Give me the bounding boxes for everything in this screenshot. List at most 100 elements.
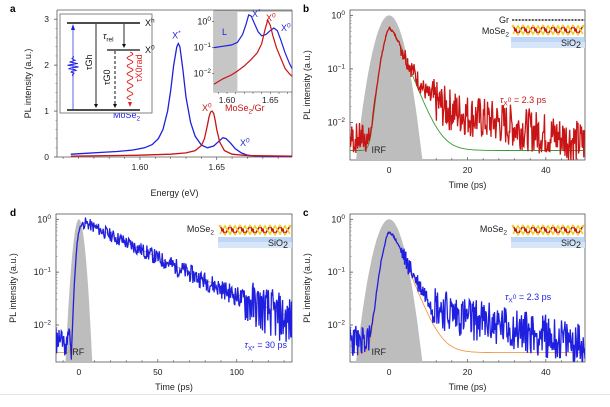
mo-atom	[514, 28, 517, 32]
inset-x-tick-label: 1.60	[219, 95, 236, 105]
mo-atom	[524, 28, 527, 32]
inset-label-x0-blue: X0	[281, 23, 291, 34]
se-atom	[263, 232, 267, 236]
data-trace	[350, 231, 585, 362]
irf-label: IRF	[372, 347, 387, 357]
panel-d: 100 10−1 10−2 0 50 100 Time (ps) PL intensity (…	[8, 213, 293, 392]
se-atom	[546, 32, 550, 36]
label-tau-rel: τrel	[103, 31, 114, 44]
se-atom	[516, 232, 520, 236]
se-atom	[566, 232, 570, 236]
radiative-arrowhead	[128, 102, 132, 107]
se-atom	[268, 224, 272, 228]
data-trace	[350, 26, 585, 160]
sio2-subscript: 2	[576, 240, 581, 250]
mo-atom	[221, 228, 224, 232]
se-atom	[521, 224, 525, 228]
se-atom	[253, 232, 257, 236]
excitation-wave	[67, 55, 79, 77]
irf-area	[64, 219, 94, 362]
plot-area	[56, 217, 292, 362]
laser-shaded-region	[214, 11, 238, 92]
se-atom	[223, 232, 227, 236]
sio2-subscript: 2	[576, 40, 581, 50]
label-tau-rad: τX0rad	[134, 54, 144, 82]
mo-atom	[281, 228, 284, 232]
x-tick-label: 40	[541, 165, 551, 175]
se-atom	[273, 232, 277, 236]
panel-letter-a: a	[10, 4, 16, 15]
x-tick-label: 100	[230, 367, 244, 377]
y-axis-title: PL intensity (a.u.)	[302, 253, 312, 323]
mo-atom	[554, 228, 557, 232]
x-tick-label: 40	[541, 367, 551, 377]
y-tick-label: 0	[44, 152, 49, 162]
x-tick-label: 20	[463, 165, 473, 175]
x-axis-title: Energy (eV)	[150, 188, 198, 198]
y-axis-title: PL intensity (a.u.)	[302, 50, 312, 120]
mo-atom	[564, 228, 567, 232]
y-tick-label: 1	[44, 106, 49, 116]
y-tick-label: 10−1	[328, 63, 346, 74]
mose2-label: MoSe2	[187, 224, 215, 237]
series-mose2-gr	[70, 110, 293, 157]
se-atom	[546, 232, 550, 236]
mose2-label: MoSe2	[482, 26, 510, 39]
se-atom	[516, 32, 520, 36]
x-tick-label: 0	[387, 367, 392, 377]
mo-atom	[544, 28, 547, 32]
mose2-lattice-se	[512, 224, 584, 236]
sio2-substrate-fade	[511, 42, 585, 48]
bottom-separator	[0, 394, 610, 395]
label-x0: X0	[145, 45, 155, 56]
se-atom	[243, 232, 247, 236]
panel-c: 100 10−1 10−2 0 20 40 Time (ps) PL intensity (a…	[302, 213, 586, 392]
se-atom	[531, 224, 535, 228]
sample-structure-inset: SiO 2 MoSe2	[480, 224, 585, 250]
mo-atom	[564, 28, 567, 32]
se-atom	[521, 24, 525, 28]
irf-label: IRF	[70, 347, 85, 357]
se-atom	[233, 232, 237, 236]
plot-area	[350, 15, 585, 160]
label-tau-g-0: τG0	[102, 69, 112, 85]
se-atom	[556, 32, 560, 36]
se-atom	[238, 224, 242, 228]
sio2-substrate-fade	[218, 242, 292, 248]
radiative-wave	[126, 51, 134, 101]
lifetime-annotation: τX0 = 2.3 ps	[500, 95, 547, 108]
sio2-label: SiO	[561, 238, 576, 248]
x-axis-title: Time (ps)	[449, 382, 487, 392]
se-atom	[581, 24, 585, 28]
se-atom	[541, 24, 545, 28]
se-atom	[228, 224, 232, 228]
label-tau-g-h: τGh	[84, 54, 94, 70]
mo-atom	[574, 228, 577, 232]
se-atom	[531, 24, 535, 28]
y-tick-label: 10−1	[34, 267, 52, 278]
se-atom	[561, 224, 565, 228]
label-x0-red: X0	[202, 103, 212, 114]
label-x-star: X*	[172, 30, 181, 41]
label-mose2-gr: MoSe2/Gr	[225, 103, 265, 116]
se-atom	[248, 224, 252, 228]
tau-rel-arrowhead	[122, 44, 126, 48]
se-atom	[556, 232, 560, 236]
mo-atom	[534, 228, 537, 232]
series-mose2	[70, 41, 292, 158]
se-atom	[278, 224, 282, 228]
se-atom	[536, 32, 540, 36]
se-atom	[571, 224, 575, 228]
panel-letter-b: b	[303, 4, 309, 15]
sio2-substrate-fade	[511, 242, 585, 248]
y-tick-label: 3	[44, 14, 49, 24]
x-axis-title: Time (ps)	[449, 180, 487, 190]
se-atom	[258, 224, 262, 228]
se-atom	[511, 24, 515, 28]
mo-atom	[514, 228, 517, 232]
x-tick-label: 1.60	[132, 162, 149, 172]
mo-atom	[524, 228, 527, 232]
lifetime-annotation: τX* = 30 ps	[244, 340, 287, 353]
inset-label-x-star: X*	[252, 9, 261, 20]
